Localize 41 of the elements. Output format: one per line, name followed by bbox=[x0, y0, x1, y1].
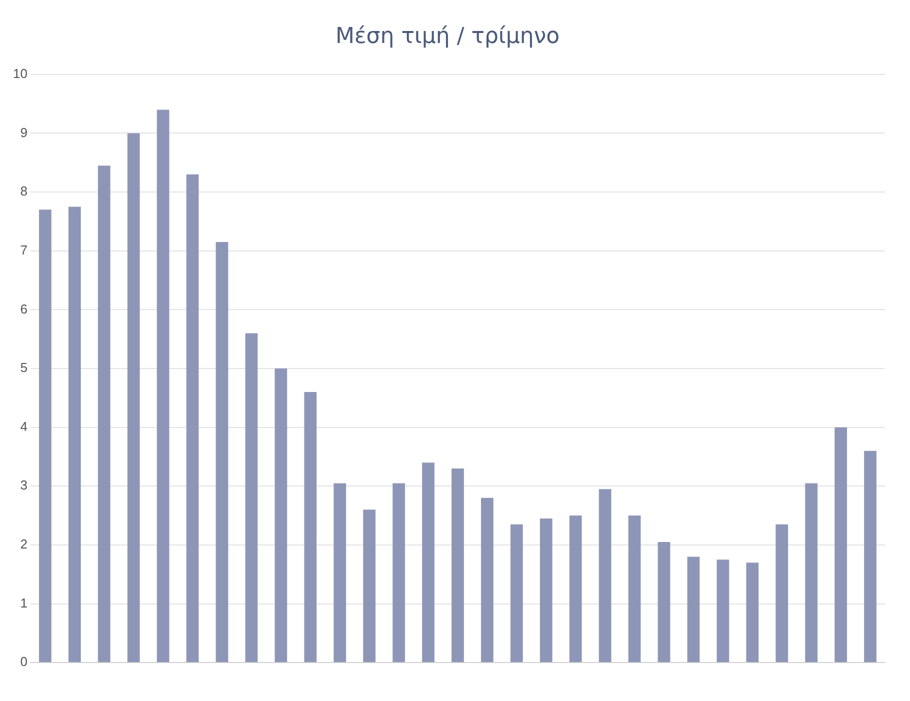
y-tick-label: 5 bbox=[20, 360, 28, 376]
bar bbox=[334, 483, 346, 662]
bar bbox=[39, 210, 52, 662]
bar bbox=[68, 206, 81, 662]
chart-title: Μέση τιμή / τρίμηνο bbox=[335, 24, 560, 49]
bar bbox=[628, 516, 641, 662]
y-tick-label: 1 bbox=[20, 595, 28, 610]
y-tick-label: 6 bbox=[20, 301, 28, 316]
y-tick-label: 0 bbox=[20, 654, 28, 670]
bar bbox=[687, 556, 700, 662]
y-tick-label: 4 bbox=[20, 418, 28, 434]
bar bbox=[363, 510, 376, 662]
bar bbox=[156, 110, 170, 662]
bar bbox=[776, 524, 788, 662]
bar bbox=[304, 392, 317, 662]
bar bbox=[186, 174, 199, 662]
bar bbox=[245, 333, 258, 662]
bar bbox=[510, 524, 523, 662]
y-tick-label: 3 bbox=[20, 478, 28, 493]
bar bbox=[805, 483, 818, 662]
bar bbox=[569, 516, 582, 662]
bar bbox=[98, 166, 110, 662]
bar bbox=[216, 242, 228, 662]
bar bbox=[481, 498, 494, 662]
bar bbox=[274, 368, 288, 662]
y-tick-label: 8 bbox=[20, 184, 28, 199]
bar bbox=[864, 450, 876, 662]
bar bbox=[422, 462, 434, 662]
y-tick-label: 10 bbox=[12, 66, 28, 81]
bar bbox=[658, 542, 670, 662]
y-tick-label: 2 bbox=[20, 536, 28, 552]
y-tick-label: 9 bbox=[20, 124, 28, 140]
bar bbox=[392, 483, 405, 662]
bar bbox=[834, 427, 847, 662]
bar bbox=[746, 562, 759, 662]
bar bbox=[540, 518, 552, 662]
bar bbox=[452, 468, 464, 662]
bar bbox=[127, 133, 140, 662]
bar bbox=[598, 489, 612, 662]
bar bbox=[716, 560, 730, 662]
y-tick-label: 7 bbox=[20, 242, 28, 258]
